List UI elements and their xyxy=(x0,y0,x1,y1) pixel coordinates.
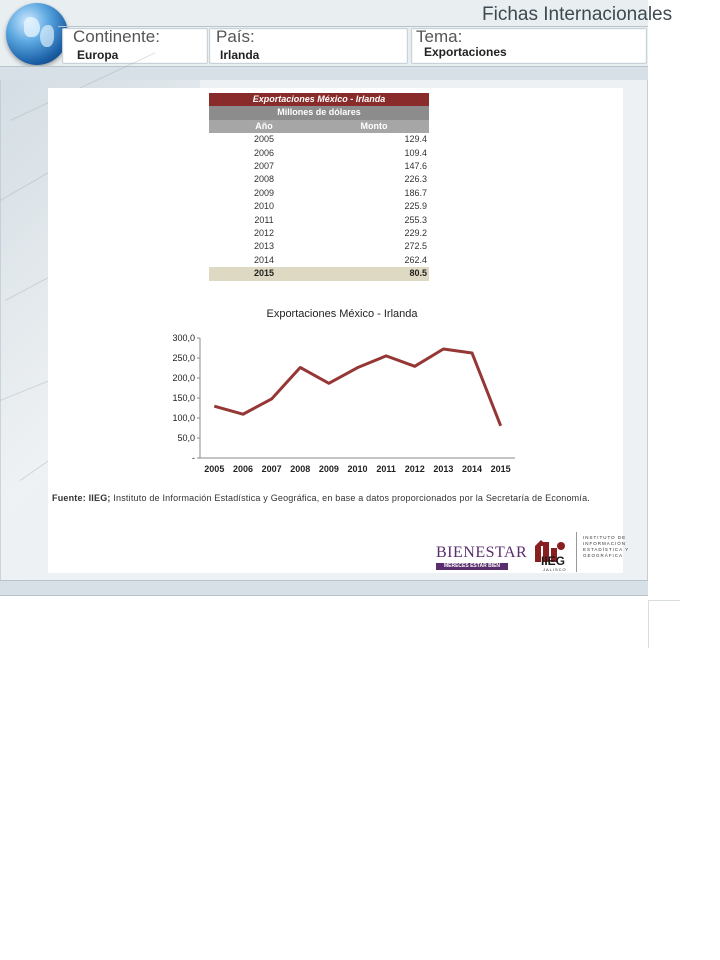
iieg-line: INSTITUTO DE xyxy=(583,535,627,540)
amount-cell: 225.9 xyxy=(404,201,427,212)
iieg-state: JALISCO xyxy=(543,567,567,572)
year-cell: 2014 xyxy=(253,254,275,265)
bienestar-logo: BIENESTAR MERECES ESTAR BIEN xyxy=(436,544,527,570)
year-cell: 2015 xyxy=(209,267,319,281)
footer-band xyxy=(0,580,648,596)
table-row: 2006 109.4 xyxy=(209,147,429,160)
x-tick-label: 2013 xyxy=(433,464,453,474)
year-cell: 2006 xyxy=(253,147,275,158)
year-cell: 2012 xyxy=(253,228,275,239)
table-title: Exportaciones México - Irlanda xyxy=(209,93,429,107)
amount-cell: 186.7 xyxy=(404,187,427,198)
table-row: 2010 225.9 xyxy=(209,200,429,213)
iieg-name: IIEG xyxy=(541,554,566,568)
year-cell: 2009 xyxy=(253,187,275,198)
y-tick-label: 150,0 xyxy=(172,393,195,403)
amount-cell: 226.3 xyxy=(404,174,427,185)
x-tick-label: 2011 xyxy=(376,464,396,474)
source-org: IIEG; xyxy=(88,493,111,503)
x-tick-label: 2005 xyxy=(204,464,224,474)
x-tick-label: 2010 xyxy=(347,464,367,474)
amount-cell: 262.4 xyxy=(404,254,427,265)
y-tick-label: - xyxy=(192,453,195,463)
country-box: País: Irlanda xyxy=(209,27,408,64)
source-label: Fuente: xyxy=(52,493,86,503)
topic-label: Tema: xyxy=(416,27,463,46)
amount-cell: 129.4 xyxy=(404,134,427,145)
y-tick-label: 250,0 xyxy=(172,353,195,363)
year-cell: 2008 xyxy=(253,174,275,185)
topic-box: Tema: Exportaciones xyxy=(411,27,647,64)
year-cell: 2007 xyxy=(253,161,275,172)
y-tick-label: 50,0 xyxy=(177,433,195,443)
y-tick-label: 100,0 xyxy=(172,413,195,423)
iieg-emblem-icon xyxy=(535,540,565,562)
iieg-line: ESTADÍSTICA Y xyxy=(583,547,630,552)
chart-title: Exportaciones México - Irlanda xyxy=(266,308,418,320)
amount-cell: 255.3 xyxy=(404,214,427,225)
amount-cell: 272.5 xyxy=(404,241,427,252)
iieg-institute-name: INSTITUTO DE INFORMACIÓN ESTADÍSTICA Y G… xyxy=(583,535,629,559)
amount-cell: 229.2 xyxy=(404,228,427,239)
header-divider xyxy=(58,26,648,27)
year-cell: 2005 xyxy=(253,134,275,145)
x-tick-label: 2012 xyxy=(405,464,425,474)
iieg-line: INFORMACIÓN xyxy=(583,541,626,546)
source-note: Fuente: IIEG; Instituto de Información E… xyxy=(52,492,622,504)
x-tick-label: 2014 xyxy=(462,464,482,474)
table-row: 2014 262.4 xyxy=(209,254,429,267)
continent-value: Europa xyxy=(77,48,119,62)
x-tick-label: 2015 xyxy=(491,464,511,474)
table-row: 2009 186.7 xyxy=(209,187,429,200)
amount-cell: 80.5 xyxy=(319,267,429,281)
exports-line-chart: Exportaciones México - Irlanda - 50,0 100,… xyxy=(172,308,515,474)
column-header-year: Año xyxy=(209,119,319,134)
country-value: Irlanda xyxy=(220,48,260,62)
amount-cell: 109.4 xyxy=(404,147,427,158)
series-line xyxy=(213,347,503,427)
table-row: 2011 255.3 xyxy=(209,214,429,227)
table-row: 2008 226.3 xyxy=(209,173,429,186)
table-row: 2005 129.4 xyxy=(209,133,429,146)
year-cell: 2011 xyxy=(254,214,274,225)
iieg-logo: IIEG JALISCO INSTITUTO DE INFORMACIÓN ES… xyxy=(533,532,643,574)
table-row: 2007 147.6 xyxy=(209,160,429,173)
source-text: Instituto de Información Estadística y G… xyxy=(113,493,590,503)
page-title: Fichas Internacionales xyxy=(482,4,673,25)
country-label: País: xyxy=(216,27,255,46)
topic-value: Exportaciones xyxy=(424,45,507,59)
x-tick-label: 2006 xyxy=(233,464,253,474)
amount-cell: 147.6 xyxy=(404,161,427,172)
continent-label: Continente: xyxy=(73,27,160,46)
page-edge-horizontal xyxy=(648,600,680,601)
bienestar-wordmark: BIENESTAR xyxy=(436,544,528,561)
exports-table: Exportaciones México - Irlanda Millones … xyxy=(209,93,429,281)
table-subtitle: Millones de dólares xyxy=(209,106,429,120)
table-row: 2013 272.5 xyxy=(209,240,429,253)
column-header-amount: Monto xyxy=(319,119,429,134)
x-tick-label: 2008 xyxy=(290,464,310,474)
globe-icon xyxy=(6,3,68,65)
y-tick-label: 200,0 xyxy=(172,373,195,383)
x-tick-label: 2009 xyxy=(319,464,339,474)
content-sheet xyxy=(48,88,623,573)
bienestar-tagline: MERECES ESTAR BIEN xyxy=(436,563,508,570)
table-row: 2015 80.5 xyxy=(209,267,429,281)
x-tick-label: 2007 xyxy=(262,464,282,474)
logo-divider xyxy=(576,532,577,572)
page-edge-vertical xyxy=(648,600,649,648)
year-cell: 2010 xyxy=(253,201,275,212)
y-tick-label: 300,0 xyxy=(172,333,195,343)
iieg-line: GEOGRÁFICA xyxy=(583,553,624,558)
continent-box: Continente: Europa xyxy=(62,27,208,64)
year-cell: 2013 xyxy=(253,241,275,252)
table-row: 2012 229.2 xyxy=(209,227,429,240)
